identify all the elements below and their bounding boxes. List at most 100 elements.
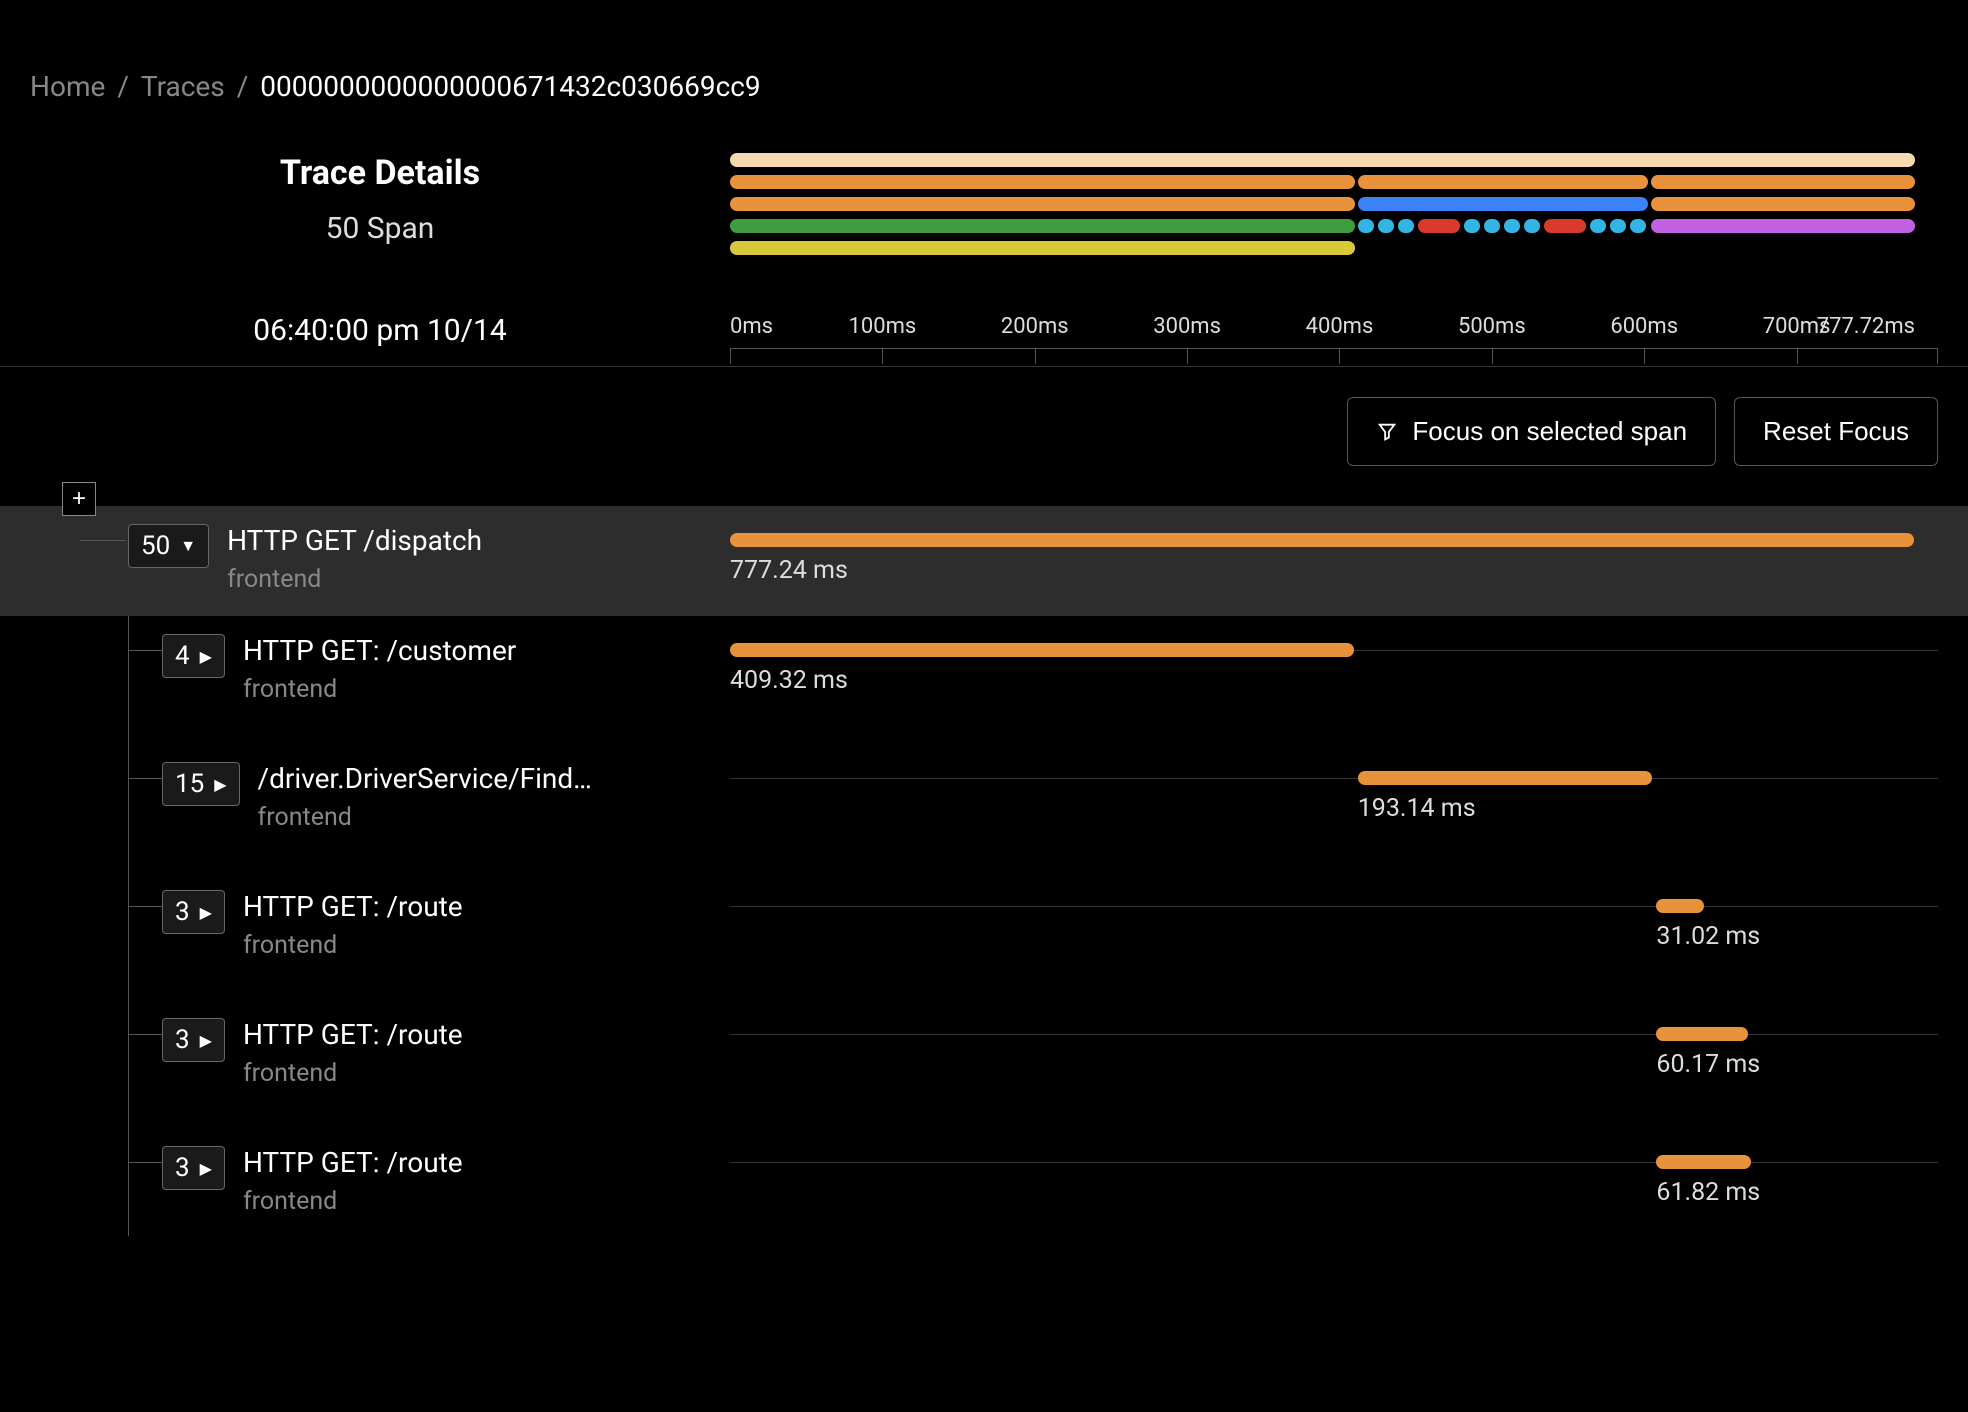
span-operation-name: HTTP GET: /route [243, 1146, 463, 1179]
span-duration-label: 777.24 ms [730, 556, 848, 585]
overview-span-bar [730, 175, 1355, 189]
breadcrumb-traces[interactable]: Traces [141, 70, 225, 103]
span-row[interactable]: 4▶HTTP GET: /customerfrontend409.32 ms [0, 616, 1968, 744]
span-service-name: frontend [243, 675, 516, 704]
span-expand-toggle[interactable]: 4▶ [162, 634, 225, 678]
span-row-left: 4▶HTTP GET: /customerfrontend [0, 616, 730, 744]
span-child-count: 3 [175, 897, 190, 927]
span-duration-bar[interactable] [1656, 899, 1703, 913]
span-child-count: 4 [175, 641, 190, 671]
span-service-name: frontend [243, 1059, 463, 1088]
overview-span-bar [1358, 197, 1648, 211]
span-timeline-cell: 409.32 ms [730, 616, 1968, 744]
span-duration-bar[interactable] [1358, 771, 1652, 785]
span-expand-toggle[interactable]: 15 ▶ [162, 762, 240, 806]
overview-span-bar [730, 241, 1355, 255]
span-duration-label: 61.82 ms [1656, 1178, 1760, 1207]
span-duration-label: 60.17 ms [1656, 1050, 1760, 1079]
span-duration-bar[interactable] [1656, 1027, 1748, 1041]
span-row-left: 3▶HTTP GET: /routefrontend [0, 1000, 730, 1128]
focus-button-label: Focus on selected span [1412, 416, 1687, 447]
breadcrumb-home[interactable]: Home [30, 70, 105, 103]
span-row-left: 15 ▶ /driver.DriverService/Find… frontend [0, 744, 730, 872]
span-operation-name: /driver.DriverService/Find… [258, 762, 592, 795]
filter-icon [1376, 421, 1398, 443]
span-duration-label: 31.02 ms [1656, 922, 1760, 951]
chevron-right-icon: ▶ [200, 903, 212, 922]
axis-tick-label: 777.72ms [1817, 314, 1915, 339]
span-child-count: 50 [141, 531, 170, 561]
axis-tick-label: 200ms [1001, 314, 1069, 339]
trace-details-title: Trace Details [30, 153, 730, 193]
span-timeline-cell: 60.17 ms [730, 1000, 1968, 1128]
axis-tick-label: 300ms [1153, 314, 1221, 339]
span-row[interactable]: 50 ▼ HTTP GET /dispatch frontend 777.24 ms [0, 506, 1968, 616]
span-operation-name: HTTP GET: /route [243, 1018, 463, 1051]
span-row-left: 3▶HTTP GET: /routefrontend [0, 872, 730, 1000]
overview-span-bar [1651, 175, 1915, 189]
overview-span-bar [1544, 219, 1586, 233]
span-duration-label: 409.32 ms [730, 666, 848, 695]
span-duration-bar[interactable] [730, 643, 1354, 657]
span-duration-bar[interactable] [1656, 1155, 1750, 1169]
span-row[interactable]: 15 ▶ /driver.DriverService/Find… frontend 19… [0, 744, 1968, 872]
chevron-right-icon: ▶ [200, 1159, 212, 1178]
span-tree: 50▼HTTP GET /dispatchfrontend777.24 ms4▶… [0, 506, 1968, 1256]
span-child-count: 3 [175, 1153, 190, 1183]
axis-tick-label: 600ms [1610, 314, 1678, 339]
overview-span-bar [1524, 219, 1540, 233]
overview-span-bar [730, 219, 1355, 233]
span-child-count: 3 [175, 1025, 190, 1055]
span-operation-name: HTTP GET: /customer [243, 634, 516, 667]
span-service-name: frontend [227, 565, 482, 594]
overview-span-bar [1651, 219, 1915, 233]
timeline-axis: 0ms100ms200ms300ms400ms500ms600ms700ms77… [730, 314, 1938, 366]
span-operation-name: HTTP GET /dispatch [227, 524, 482, 557]
span-service-name: frontend [243, 931, 463, 960]
span-service-name: frontend [258, 803, 592, 832]
breadcrumb-separator: / [237, 70, 249, 103]
overview-span-bar [1610, 219, 1626, 233]
span-expand-toggle[interactable]: 50 ▼ [128, 524, 209, 568]
reset-button-label: Reset Focus [1763, 416, 1909, 447]
span-count: 50 Span [30, 211, 730, 246]
span-expand-toggle[interactable]: 3▶ [162, 1018, 225, 1062]
span-timeline-cell: 777.24 ms [730, 506, 1968, 616]
span-row[interactable]: 3▶HTTP GET: /routefrontend31.02 ms [0, 872, 1968, 1000]
overview-span-bar [1464, 219, 1480, 233]
overview-span-bar [1378, 219, 1394, 233]
span-timeline-cell: 31.02 ms [730, 872, 1968, 1000]
overview-span-bar [1590, 219, 1606, 233]
span-row[interactable]: 3▶HTTP GET: /routefrontend61.82 ms [0, 1128, 1968, 1256]
focus-selected-span-button[interactable]: Focus on selected span [1347, 397, 1716, 466]
chevron-right-icon: ▶ [214, 775, 226, 794]
span-child-count: 15 [175, 769, 204, 799]
overview-span-bar [730, 197, 1355, 211]
span-duration-label: 193.14 ms [1358, 794, 1476, 823]
chevron-right-icon: ▶ [200, 647, 212, 666]
overview-span-bar [730, 153, 1915, 167]
overview-span-bar [1484, 219, 1500, 233]
reset-focus-button[interactable]: Reset Focus [1734, 397, 1938, 466]
overview-span-bar [1418, 219, 1460, 233]
overview-span-bar [1358, 219, 1374, 233]
span-service-name: frontend [243, 1187, 463, 1216]
span-operation-name: HTTP GET: /route [243, 890, 463, 923]
trace-overview-minimap[interactable] [730, 153, 1938, 273]
chevron-right-icon: ▶ [200, 1031, 212, 1050]
span-expand-toggle[interactable]: 3▶ [162, 1146, 225, 1190]
axis-tick-label: 500ms [1458, 314, 1526, 339]
breadcrumb: Home / Traces / 0000000000000000671432c0… [0, 0, 1968, 133]
overview-span-bar [1504, 219, 1520, 233]
span-row-left: 50 ▼ HTTP GET /dispatch frontend [0, 506, 730, 616]
overview-span-bar [1398, 219, 1414, 233]
trace-timestamp: 06:40:00 pm 10/14 [30, 313, 730, 366]
span-row[interactable]: 3▶HTTP GET: /routefrontend60.17 ms [0, 1000, 1968, 1128]
expand-all-button[interactable]: + [62, 482, 96, 516]
chevron-down-icon: ▼ [180, 536, 196, 556]
span-expand-toggle[interactable]: 3▶ [162, 890, 225, 934]
overview-span-bar [1358, 175, 1648, 189]
overview-span-bar [1630, 219, 1646, 233]
span-timeline-cell: 61.82 ms [730, 1128, 1968, 1256]
span-duration-bar[interactable] [730, 533, 1914, 547]
